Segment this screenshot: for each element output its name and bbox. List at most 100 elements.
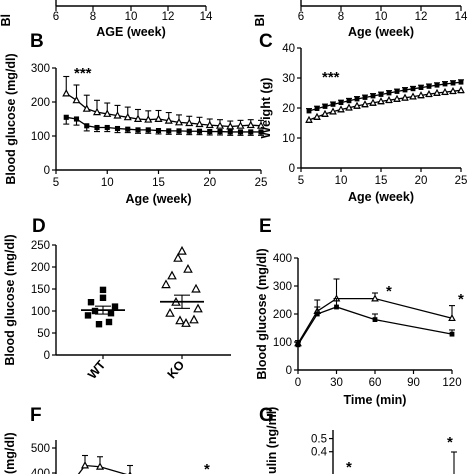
x-tick-label: 10: [335, 175, 348, 187]
data-point: [236, 121, 245, 129]
x-axis-label: AGE (week): [96, 25, 165, 39]
data-point: [191, 283, 201, 293]
tick-label: 8: [90, 11, 96, 23]
y-tick-label: 500: [31, 443, 50, 455]
data-point: [165, 307, 175, 317]
y-tick-label: 20: [282, 103, 295, 115]
data-point: [84, 123, 90, 129]
data-point: [370, 93, 376, 99]
x-tick-label: 60: [369, 377, 382, 389]
data-point: [133, 114, 143, 123]
x-tick-label: 0: [295, 377, 301, 389]
data-point: [217, 129, 223, 135]
tick-label: 12: [415, 11, 428, 23]
y-axis-label: Blood glucose (mg/dl): [255, 248, 269, 379]
data-point: [426, 84, 432, 89]
data-point: [95, 321, 103, 328]
tick-label: 6: [53, 11, 59, 23]
data-point: [354, 96, 360, 102]
data-point: [104, 124, 110, 131]
data-point: [449, 86, 457, 95]
y-tick-label: 0: [289, 163, 295, 175]
data-point: [441, 87, 449, 95]
data-point: [369, 98, 377, 106]
data-point: [418, 85, 424, 90]
x-tick-label: 10: [101, 177, 114, 189]
significance-marker: ***: [322, 69, 340, 86]
panel-label-b: B: [30, 31, 44, 52]
data-point: [123, 112, 132, 121]
data-point: [393, 94, 401, 102]
y-tick-label: 300: [273, 281, 292, 293]
data-point: [305, 115, 313, 123]
data-point: [189, 314, 199, 324]
x-tick-label: 5: [298, 175, 304, 187]
data-point: [248, 129, 254, 135]
data-point: [353, 101, 361, 109]
data-point: [181, 318, 191, 327]
data-point: [334, 304, 339, 310]
data-point: [295, 342, 301, 348]
y-axis-label: Blood glucose (mg/dl): [3, 234, 17, 365]
x-tick-label: 120: [442, 377, 461, 389]
data-point: [185, 118, 194, 127]
data-point: [402, 87, 408, 93]
data-point: [82, 104, 91, 112]
x-axis-label: Age (week): [348, 25, 414, 39]
x-tick-label: 15: [375, 175, 388, 187]
tick-label: 8: [338, 11, 344, 23]
data-point: [448, 313, 456, 322]
data-point: [84, 312, 92, 319]
data-point: [166, 128, 172, 134]
panel-label-d: D: [32, 216, 46, 237]
chart-B: 0 100 200 300 5 10 15 20 25 Age (week) Blood gluco…: [4, 53, 267, 206]
y-tick-label: 200: [273, 309, 292, 321]
data-point: [92, 107, 102, 116]
data-point: [458, 79, 464, 85]
x-tick-label: 25: [455, 175, 468, 187]
data-point: [161, 279, 171, 289]
data-point: [450, 80, 456, 86]
data-point: [337, 105, 345, 113]
data-point: [434, 82, 440, 88]
data-point: [378, 92, 384, 97]
x-tick-label: KO: [165, 358, 188, 382]
data-point: [386, 90, 392, 96]
y-tick-label: 100: [273, 337, 292, 349]
data-point: [173, 252, 183, 262]
data-point: [313, 112, 321, 120]
tick-label: 14: [200, 11, 213, 23]
y-tick-label: 0: [44, 350, 50, 362]
data-point: [425, 89, 433, 98]
data-point: [433, 88, 441, 96]
x-tick-label: WT: [85, 358, 108, 382]
data-point: [167, 270, 177, 280]
x-tick-label: 20: [203, 177, 216, 189]
data-point: [80, 461, 90, 469]
y-tick-label: 100: [31, 306, 50, 318]
y-axis-label: Bl: [253, 14, 267, 27]
y-tick-label: 100: [31, 131, 50, 143]
data-point: [338, 100, 344, 105]
data-point: [175, 315, 185, 325]
data-point: [322, 104, 328, 109]
data-point: [114, 125, 121, 132]
panel-label-g: G: [259, 405, 274, 426]
data-point: [321, 109, 329, 117]
data-point: [155, 128, 162, 134]
data-point: [361, 100, 369, 108]
y-tick-label: 50: [37, 328, 50, 340]
data-point: [237, 129, 244, 135]
data-point: [196, 128, 203, 134]
chart-G: 0.40.5 ulin (ng/ml) * *: [265, 407, 457, 474]
data-point: [95, 462, 105, 470]
y-tick-label: 150: [31, 284, 50, 296]
data-point: [258, 129, 264, 135]
data-point: [205, 120, 214, 129]
data-point: [377, 97, 385, 105]
y-tick-label: 200: [31, 262, 50, 274]
data-point: [394, 89, 400, 94]
chart-F: 400 500 (mg/dl) *: [3, 432, 210, 474]
data-point: [195, 119, 204, 128]
